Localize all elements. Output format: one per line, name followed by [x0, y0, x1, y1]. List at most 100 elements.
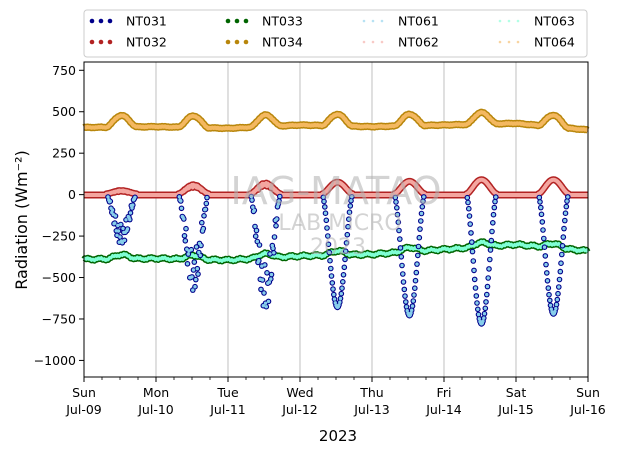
- data-point: [559, 261, 563, 265]
- series-NT064: [82, 110, 590, 133]
- data-point: [113, 214, 118, 218]
- data-point: [195, 267, 199, 271]
- x-tick-label-date: Jul-14: [425, 402, 462, 417]
- data-point: [469, 231, 473, 235]
- x-axis-label: 2023: [319, 427, 357, 445]
- data-point: [350, 195, 354, 199]
- data-point: [473, 286, 478, 290]
- data-point: [323, 211, 328, 215]
- data-point: [131, 203, 135, 207]
- legend-entry-NT064: NT064: [498, 35, 575, 50]
- data-point: [177, 195, 181, 199]
- data-point: [488, 248, 493, 252]
- data-point: [545, 279, 550, 283]
- data-point: [119, 222, 123, 227]
- legend-marker: [225, 18, 231, 24]
- data-point: [474, 294, 478, 298]
- y-tick-label: 500: [52, 104, 76, 119]
- data-point: [341, 273, 346, 277]
- data-point: [194, 245, 199, 249]
- x-tick-label-day: Sun: [72, 385, 96, 400]
- y-tick-label: 0: [68, 187, 76, 202]
- legend-label: NT033: [262, 14, 303, 29]
- data-point: [410, 308, 414, 312]
- data-point: [204, 201, 208, 206]
- legend-marker: [225, 39, 231, 45]
- data-point: [401, 272, 405, 276]
- data-point: [274, 224, 278, 228]
- data-point: [333, 301, 337, 305]
- data-point: [278, 194, 282, 199]
- data-point: [182, 234, 187, 238]
- x-tick-label-date: Jul-12: [281, 402, 318, 417]
- legend-marker: [98, 18, 104, 24]
- data-point: [329, 274, 334, 278]
- data-point: [417, 236, 421, 240]
- grid-lines: [155, 62, 517, 377]
- data-point: [338, 300, 342, 304]
- data-point: [395, 212, 400, 217]
- data-point: [556, 292, 560, 296]
- y-tick-label: −500: [42, 270, 76, 285]
- data-point: [257, 259, 261, 263]
- legend-entry-NT063: NT063: [498, 14, 575, 29]
- data-point: [482, 316, 486, 320]
- data-point: [485, 284, 490, 289]
- data-point: [543, 254, 547, 258]
- data-point: [557, 285, 561, 289]
- data-point: [476, 307, 480, 311]
- data-point: [337, 303, 341, 307]
- data-point: [409, 311, 413, 315]
- data-point: [269, 277, 273, 281]
- data-point: [470, 249, 475, 254]
- data-point: [554, 302, 559, 307]
- legend-marker: [234, 39, 240, 45]
- data-point: [106, 195, 110, 199]
- data-point: [260, 278, 265, 282]
- data-point: [261, 304, 265, 308]
- data-point: [193, 285, 197, 289]
- data-point: [401, 280, 406, 284]
- data-point: [494, 195, 498, 199]
- legend-marker: [362, 19, 366, 23]
- data-point: [339, 292, 343, 296]
- data-point: [182, 217, 186, 221]
- data-point: [544, 262, 548, 267]
- data-point: [324, 218, 328, 222]
- y-tick-label: −1000: [34, 353, 76, 368]
- legend: NT031 NT032 NT033 NT034 NT061 NT062 NT063 NT064: [83, 9, 588, 58]
- data-point: [548, 303, 553, 307]
- data-point: [560, 252, 564, 257]
- data-point: [472, 268, 476, 273]
- data-point: [267, 280, 271, 284]
- data-point: [128, 211, 133, 215]
- x-tick-label-day: Tue: [216, 385, 239, 400]
- data-point: [179, 199, 183, 203]
- data-point: [113, 221, 117, 225]
- data-point: [192, 260, 196, 264]
- legend-marker: [516, 40, 520, 44]
- legend-marker: [234, 18, 240, 24]
- data-point: [402, 287, 406, 292]
- legend-marker: [107, 18, 113, 24]
- data-point: [191, 288, 195, 292]
- data-point: [253, 224, 257, 229]
- data-point: [349, 199, 353, 203]
- legend-label: NT063: [534, 14, 575, 29]
- legend-marker: [371, 40, 375, 44]
- data-point: [553, 309, 557, 314]
- data-point: [561, 235, 565, 239]
- data-point: [263, 301, 268, 305]
- data-point: [254, 228, 259, 233]
- data-point: [266, 299, 271, 304]
- data-point: [415, 262, 419, 266]
- data-point: [179, 206, 184, 210]
- data-point: [259, 287, 263, 292]
- legend-entry-NT033: NT033: [225, 14, 303, 29]
- data-point: [128, 217, 132, 222]
- data-point: [255, 239, 259, 244]
- data-point: [546, 286, 550, 290]
- data-point: [410, 304, 415, 308]
- data-point: [467, 207, 471, 211]
- data-point: [196, 272, 200, 276]
